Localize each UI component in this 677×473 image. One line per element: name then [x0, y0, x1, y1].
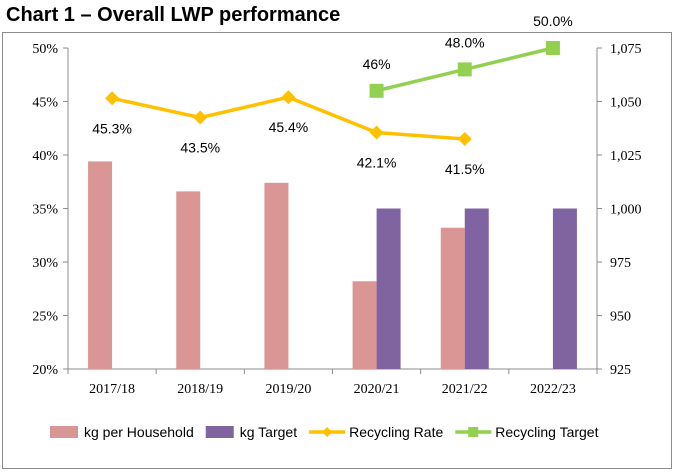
- bar-kg-target: [376, 208, 401, 369]
- y-right-tick-label: 1,025: [610, 149, 642, 164]
- marker-recycling-rate: [281, 90, 296, 105]
- legend-label: kg per Household: [84, 424, 194, 440]
- marker-recycling-target: [545, 41, 560, 55]
- legend-label: kg Target: [240, 424, 297, 440]
- bar-kg-per-household: [176, 191, 201, 369]
- y-right-tick-label: 950: [610, 310, 631, 325]
- x-category-label: 2021/22: [442, 382, 488, 397]
- x-category-label: 2019/20: [265, 382, 311, 397]
- y-right-tick-label: 1,050: [610, 96, 642, 111]
- legend-item: kg per Household: [50, 424, 194, 440]
- marker-recycling-rate: [105, 91, 120, 106]
- y-right-tick-label: 1,075: [610, 42, 642, 57]
- data-label: 50.0%: [533, 13, 573, 29]
- legend-marker: [322, 427, 333, 437]
- bar-kg-per-household: [440, 227, 465, 369]
- x-category-label: 2022/23: [530, 382, 576, 397]
- y-right-tick-label: 925: [610, 363, 631, 378]
- y-left-tick-label: 25%: [32, 310, 58, 325]
- x-category-label: 2020/21: [354, 382, 400, 397]
- y-left-tick-label: 35%: [32, 203, 58, 218]
- legend-swatch: [50, 426, 78, 438]
- data-label: 48.0%: [445, 34, 485, 50]
- bar-kg-target: [552, 208, 577, 369]
- legend-item: kg Target: [205, 424, 297, 440]
- bars: [88, 161, 577, 369]
- x-category-label: 2018/19: [177, 382, 223, 397]
- legend-marker: [468, 427, 479, 437]
- axes: 20% 25% 30% 35% 40% 45% 50% 925 950 975 1,000 1,025…: [32, 42, 641, 397]
- bar-kg-per-household: [352, 281, 377, 369]
- data-label: 43.5%: [180, 140, 220, 156]
- x-category-label: 2017/18: [89, 382, 135, 397]
- data-label: 45.4%: [269, 119, 309, 135]
- legend-label: Recycling Rate: [349, 424, 443, 440]
- marker-recycling-rate: [457, 131, 472, 146]
- y-left-tick-label: 50%: [32, 42, 58, 57]
- y-left-tick-label: 40%: [32, 149, 58, 164]
- y-left-tick-label: 30%: [32, 256, 58, 271]
- data-label: 46%: [363, 56, 391, 72]
- bar-kg-per-household: [264, 182, 289, 369]
- marker-recycling-target: [369, 83, 384, 98]
- y-left-tick-label: 20%: [32, 363, 58, 378]
- legend-label: Recycling Target: [495, 424, 598, 440]
- y-right-tick-label: 1,000: [610, 203, 642, 218]
- lines: [105, 41, 560, 146]
- data-label: 41.5%: [445, 161, 485, 177]
- chart-frame: [2, 32, 672, 469]
- marker-recycling-target: [457, 62, 472, 77]
- data-label: 42.1%: [357, 155, 397, 171]
- marker-recycling-rate: [193, 110, 208, 125]
- marker-recycling-rate: [369, 125, 384, 140]
- page-title: Chart 1 – Overall LWP performance: [6, 4, 341, 26]
- y-left-tick-label: 45%: [32, 96, 58, 111]
- bar-kg-target: [464, 208, 489, 369]
- bar-kg-per-household: [88, 161, 113, 369]
- y-right-tick-label: 975: [610, 256, 631, 271]
- legend-item: Recycling Target: [455, 424, 599, 440]
- legend: kg per Household kg Target Recycling Rate R…: [50, 424, 599, 440]
- legend-item: Recycling Rate: [309, 424, 443, 440]
- legend-swatch: [205, 426, 234, 438]
- data-label: 45.3%: [92, 120, 132, 136]
- data-labels: 45.3% 43.5% 45.4% 42.1% 41.5% 46% 48.0% 50.0%: [92, 13, 573, 177]
